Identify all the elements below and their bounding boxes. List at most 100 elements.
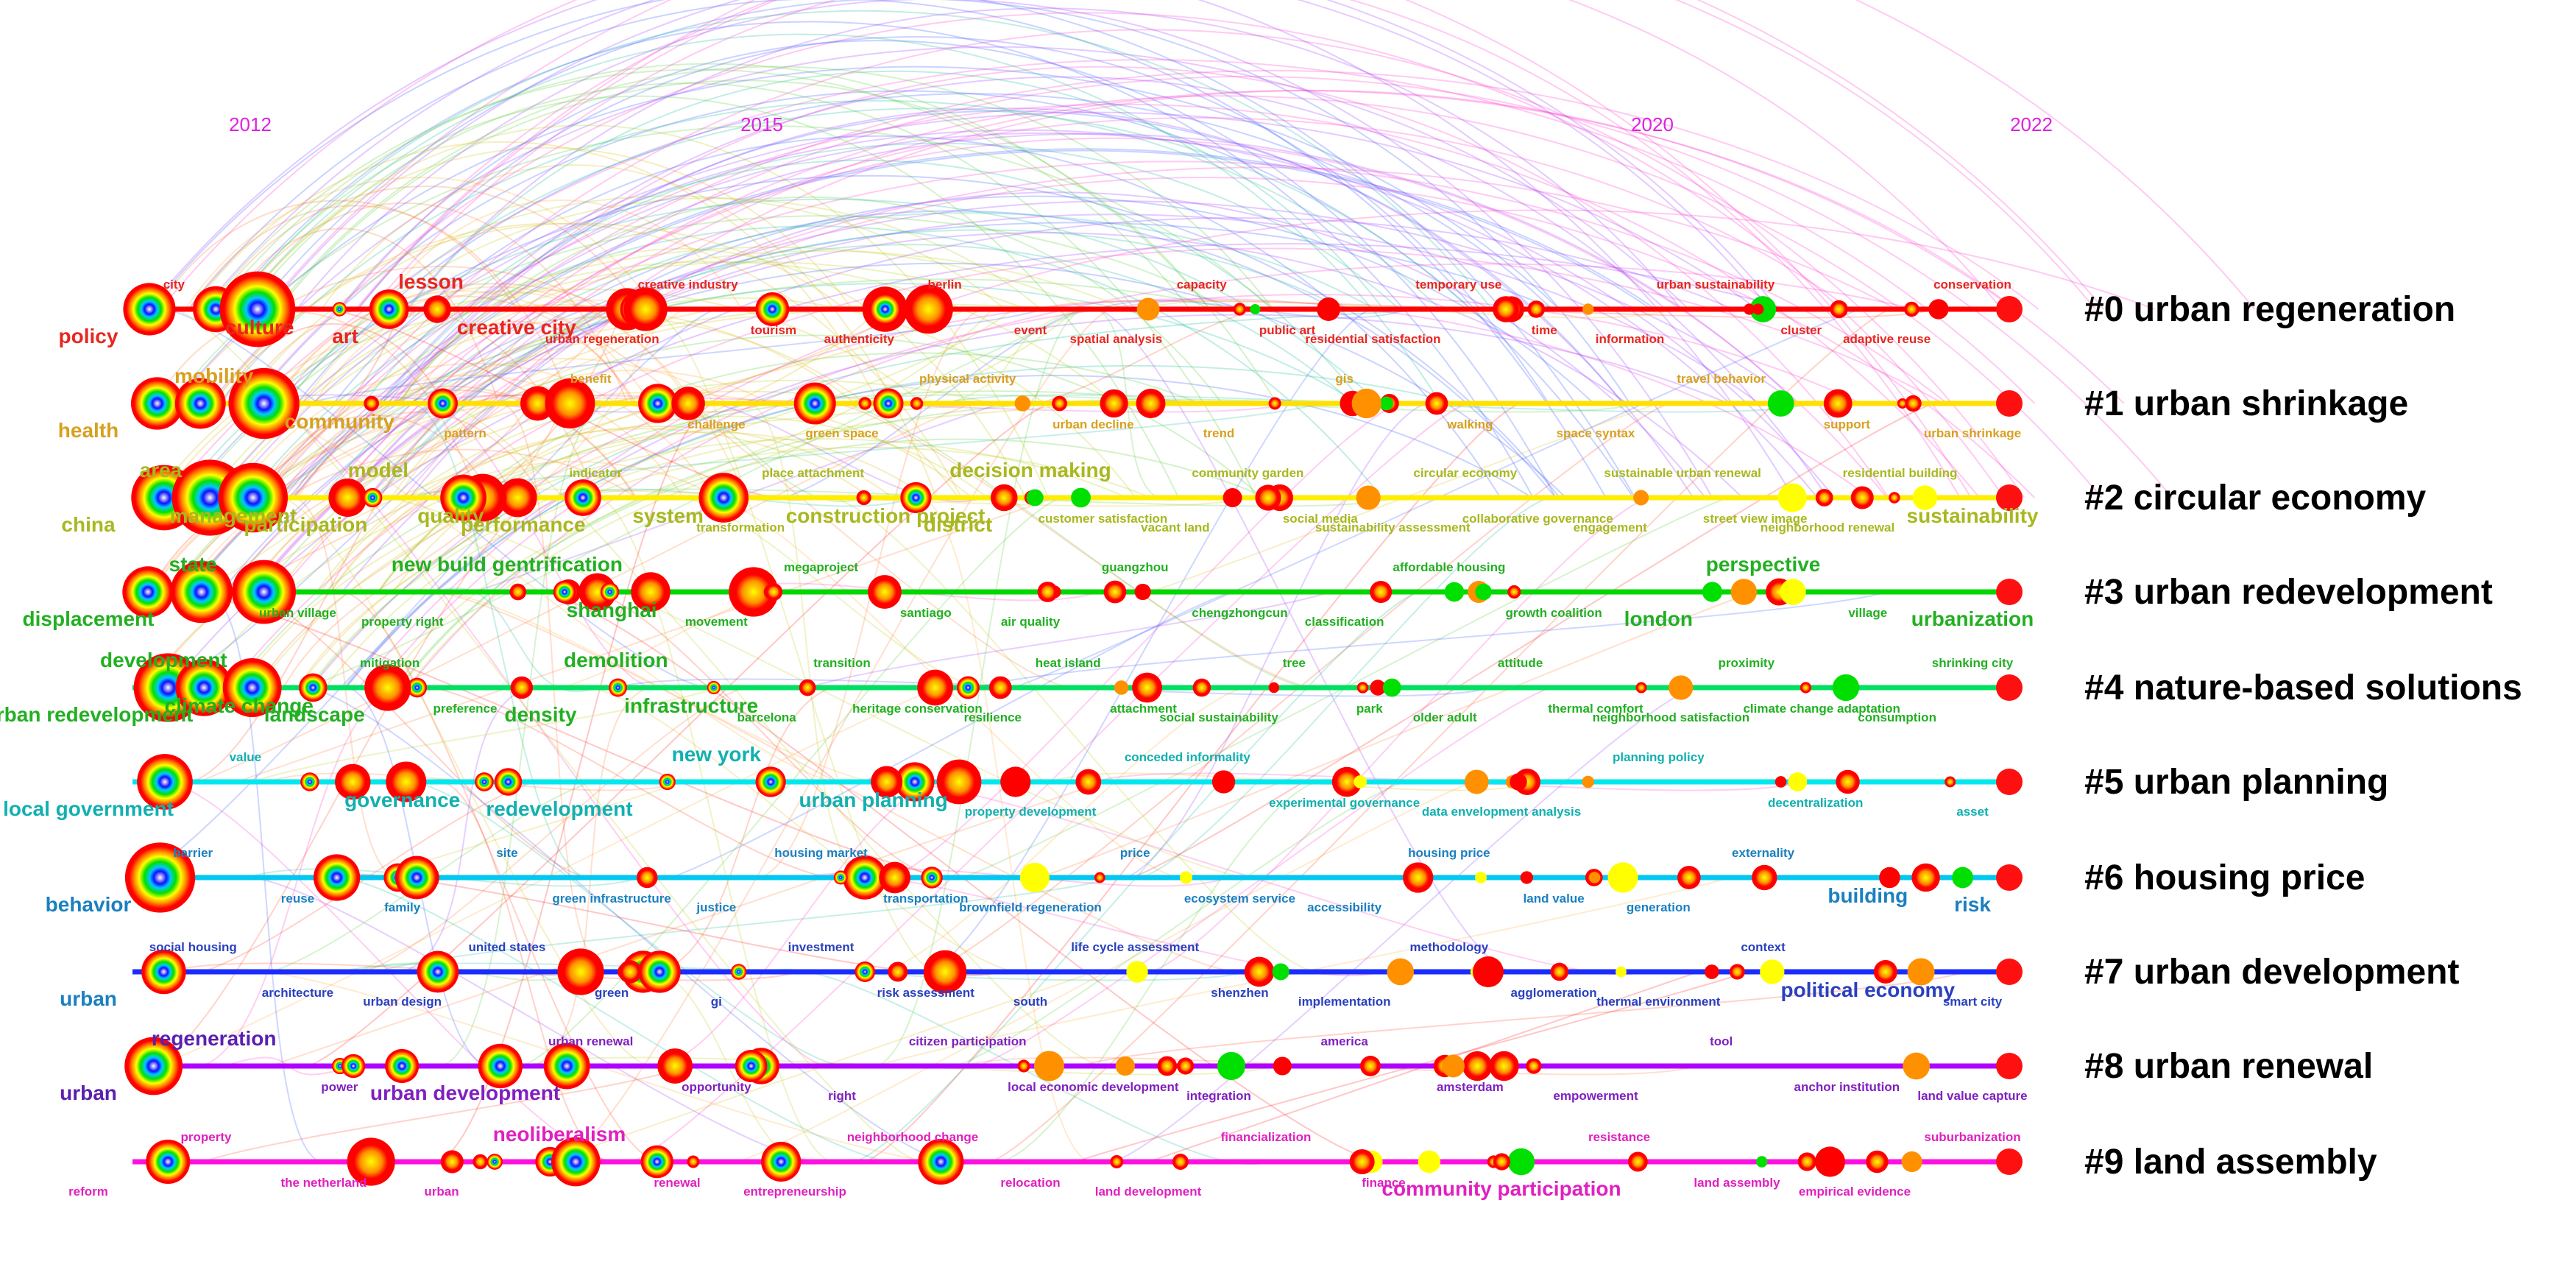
keyword-node[interactable] — [1777, 483, 1807, 512]
keyword-node[interactable] — [1172, 1154, 1189, 1170]
keyword-node[interactable] — [623, 287, 668, 331]
keyword-node[interactable] — [1752, 303, 1764, 315]
keyword-node[interactable] — [578, 573, 617, 611]
keyword-node[interactable] — [1387, 958, 1415, 986]
keyword-node[interactable] — [991, 484, 1018, 512]
keyword-node[interactable] — [553, 580, 576, 604]
keyword-node[interactable] — [545, 378, 595, 428]
keyword-node[interactable] — [1094, 872, 1105, 883]
keyword-node[interactable] — [1037, 582, 1058, 602]
keyword-node[interactable] — [123, 283, 176, 336]
keyword-node[interactable] — [1132, 672, 1163, 703]
keyword-node[interactable] — [428, 388, 459, 419]
keyword-node[interactable] — [1075, 769, 1102, 795]
keyword-node[interactable] — [895, 762, 935, 802]
keyword-node[interactable] — [1026, 489, 1044, 507]
keyword-node[interactable] — [498, 478, 537, 518]
keyword-node[interactable] — [298, 673, 328, 702]
keyword-node[interactable] — [347, 1137, 395, 1186]
keyword-node[interactable] — [638, 384, 678, 423]
keyword-node[interactable] — [1180, 871, 1193, 884]
keyword-node[interactable] — [799, 679, 816, 696]
keyword-node[interactable] — [1850, 486, 1874, 509]
keyword-node[interactable] — [1475, 583, 1492, 601]
keyword-node[interactable] — [1211, 770, 1236, 794]
keyword-node[interactable] — [1774, 776, 1787, 788]
keyword-node[interactable] — [1752, 864, 1777, 891]
keyword-node[interactable] — [1996, 296, 2023, 322]
keyword-node[interactable] — [1126, 961, 1148, 983]
keyword-node[interactable] — [1103, 580, 1127, 604]
keyword-node[interactable] — [833, 870, 848, 885]
keyword-node[interactable] — [369, 289, 409, 329]
keyword-node[interactable] — [551, 1137, 601, 1187]
keyword-node[interactable] — [1317, 297, 1341, 321]
keyword-node[interactable] — [1836, 769, 1860, 794]
keyword-node[interactable] — [1996, 674, 2023, 701]
keyword-node[interactable] — [1475, 872, 1487, 883]
keyword-node[interactable] — [1134, 583, 1151, 601]
cluster-label[interactable]: #2 circular economy — [2084, 479, 2427, 518]
keyword-node[interactable] — [1907, 958, 1935, 986]
keyword-node[interactable] — [1730, 579, 1758, 605]
keyword-node[interactable] — [1767, 390, 1794, 417]
keyword-node[interactable] — [873, 388, 904, 419]
keyword-node[interactable] — [900, 481, 932, 514]
keyword-node[interactable] — [1356, 485, 1381, 510]
keyword-node[interactable] — [1526, 1058, 1542, 1074]
keyword-node[interactable] — [707, 680, 721, 695]
keyword-node[interactable] — [364, 664, 411, 711]
keyword-node[interactable] — [1627, 1151, 1648, 1172]
keyword-node[interactable] — [843, 855, 887, 900]
keyword-node[interactable] — [856, 490, 871, 506]
keyword-node[interactable] — [341, 1054, 366, 1079]
keyword-node[interactable] — [407, 677, 428, 698]
keyword-node[interactable] — [417, 950, 459, 993]
keyword-node[interactable] — [1052, 395, 1067, 412]
keyword-node[interactable] — [1996, 769, 2023, 795]
keyword-node[interactable] — [1017, 1059, 1030, 1073]
keyword-node[interactable] — [921, 867, 943, 889]
keyword-node[interactable] — [1489, 1051, 1519, 1081]
keyword-node[interactable] — [1550, 962, 1569, 981]
keyword-node[interactable] — [146, 1139, 191, 1185]
keyword-node[interactable] — [698, 473, 749, 523]
keyword-node[interactable] — [657, 1048, 693, 1084]
keyword-node[interactable] — [1100, 389, 1128, 418]
keyword-node[interactable] — [1273, 1056, 1292, 1076]
keyword-node[interactable] — [332, 302, 347, 317]
keyword-node[interactable] — [868, 575, 902, 609]
cluster-label[interactable]: #5 urban planning — [2084, 763, 2388, 802]
keyword-node[interactable] — [1830, 300, 1848, 319]
keyword-node[interactable] — [1800, 682, 1812, 694]
keyword-node[interactable] — [1912, 485, 1938, 510]
keyword-node[interactable] — [1472, 956, 1504, 987]
keyword-node[interactable] — [1019, 862, 1050, 893]
keyword-node[interactable] — [1996, 864, 2023, 891]
keyword-node[interactable] — [1527, 300, 1546, 318]
keyword-node[interactable] — [232, 560, 296, 624]
keyword-node[interactable] — [671, 387, 705, 420]
keyword-node[interactable] — [1114, 680, 1129, 695]
keyword-node[interactable] — [761, 1141, 802, 1182]
keyword-node[interactable] — [141, 949, 186, 995]
keyword-node[interactable] — [1349, 1148, 1375, 1175]
keyword-node[interactable] — [1823, 389, 1853, 418]
keyword-node[interactable] — [1268, 397, 1281, 410]
keyword-node[interactable] — [910, 397, 924, 410]
keyword-node[interactable] — [1704, 964, 1719, 979]
keyword-node[interactable] — [1177, 1057, 1195, 1075]
keyword-node[interactable] — [328, 478, 367, 518]
keyword-node[interactable] — [1669, 675, 1694, 700]
keyword-node[interactable] — [729, 567, 779, 617]
keyword-node[interactable] — [1136, 389, 1166, 418]
keyword-node[interactable] — [137, 754, 193, 810]
keyword-node[interactable] — [1507, 585, 1521, 599]
keyword-node[interactable] — [335, 763, 371, 800]
keyword-node[interactable] — [917, 669, 953, 706]
keyword-node[interactable] — [1272, 963, 1289, 981]
keyword-node[interactable] — [423, 295, 451, 323]
keyword-node[interactable] — [1444, 582, 1465, 602]
keyword-node[interactable] — [1115, 1056, 1136, 1076]
keyword-node[interactable] — [879, 861, 910, 894]
